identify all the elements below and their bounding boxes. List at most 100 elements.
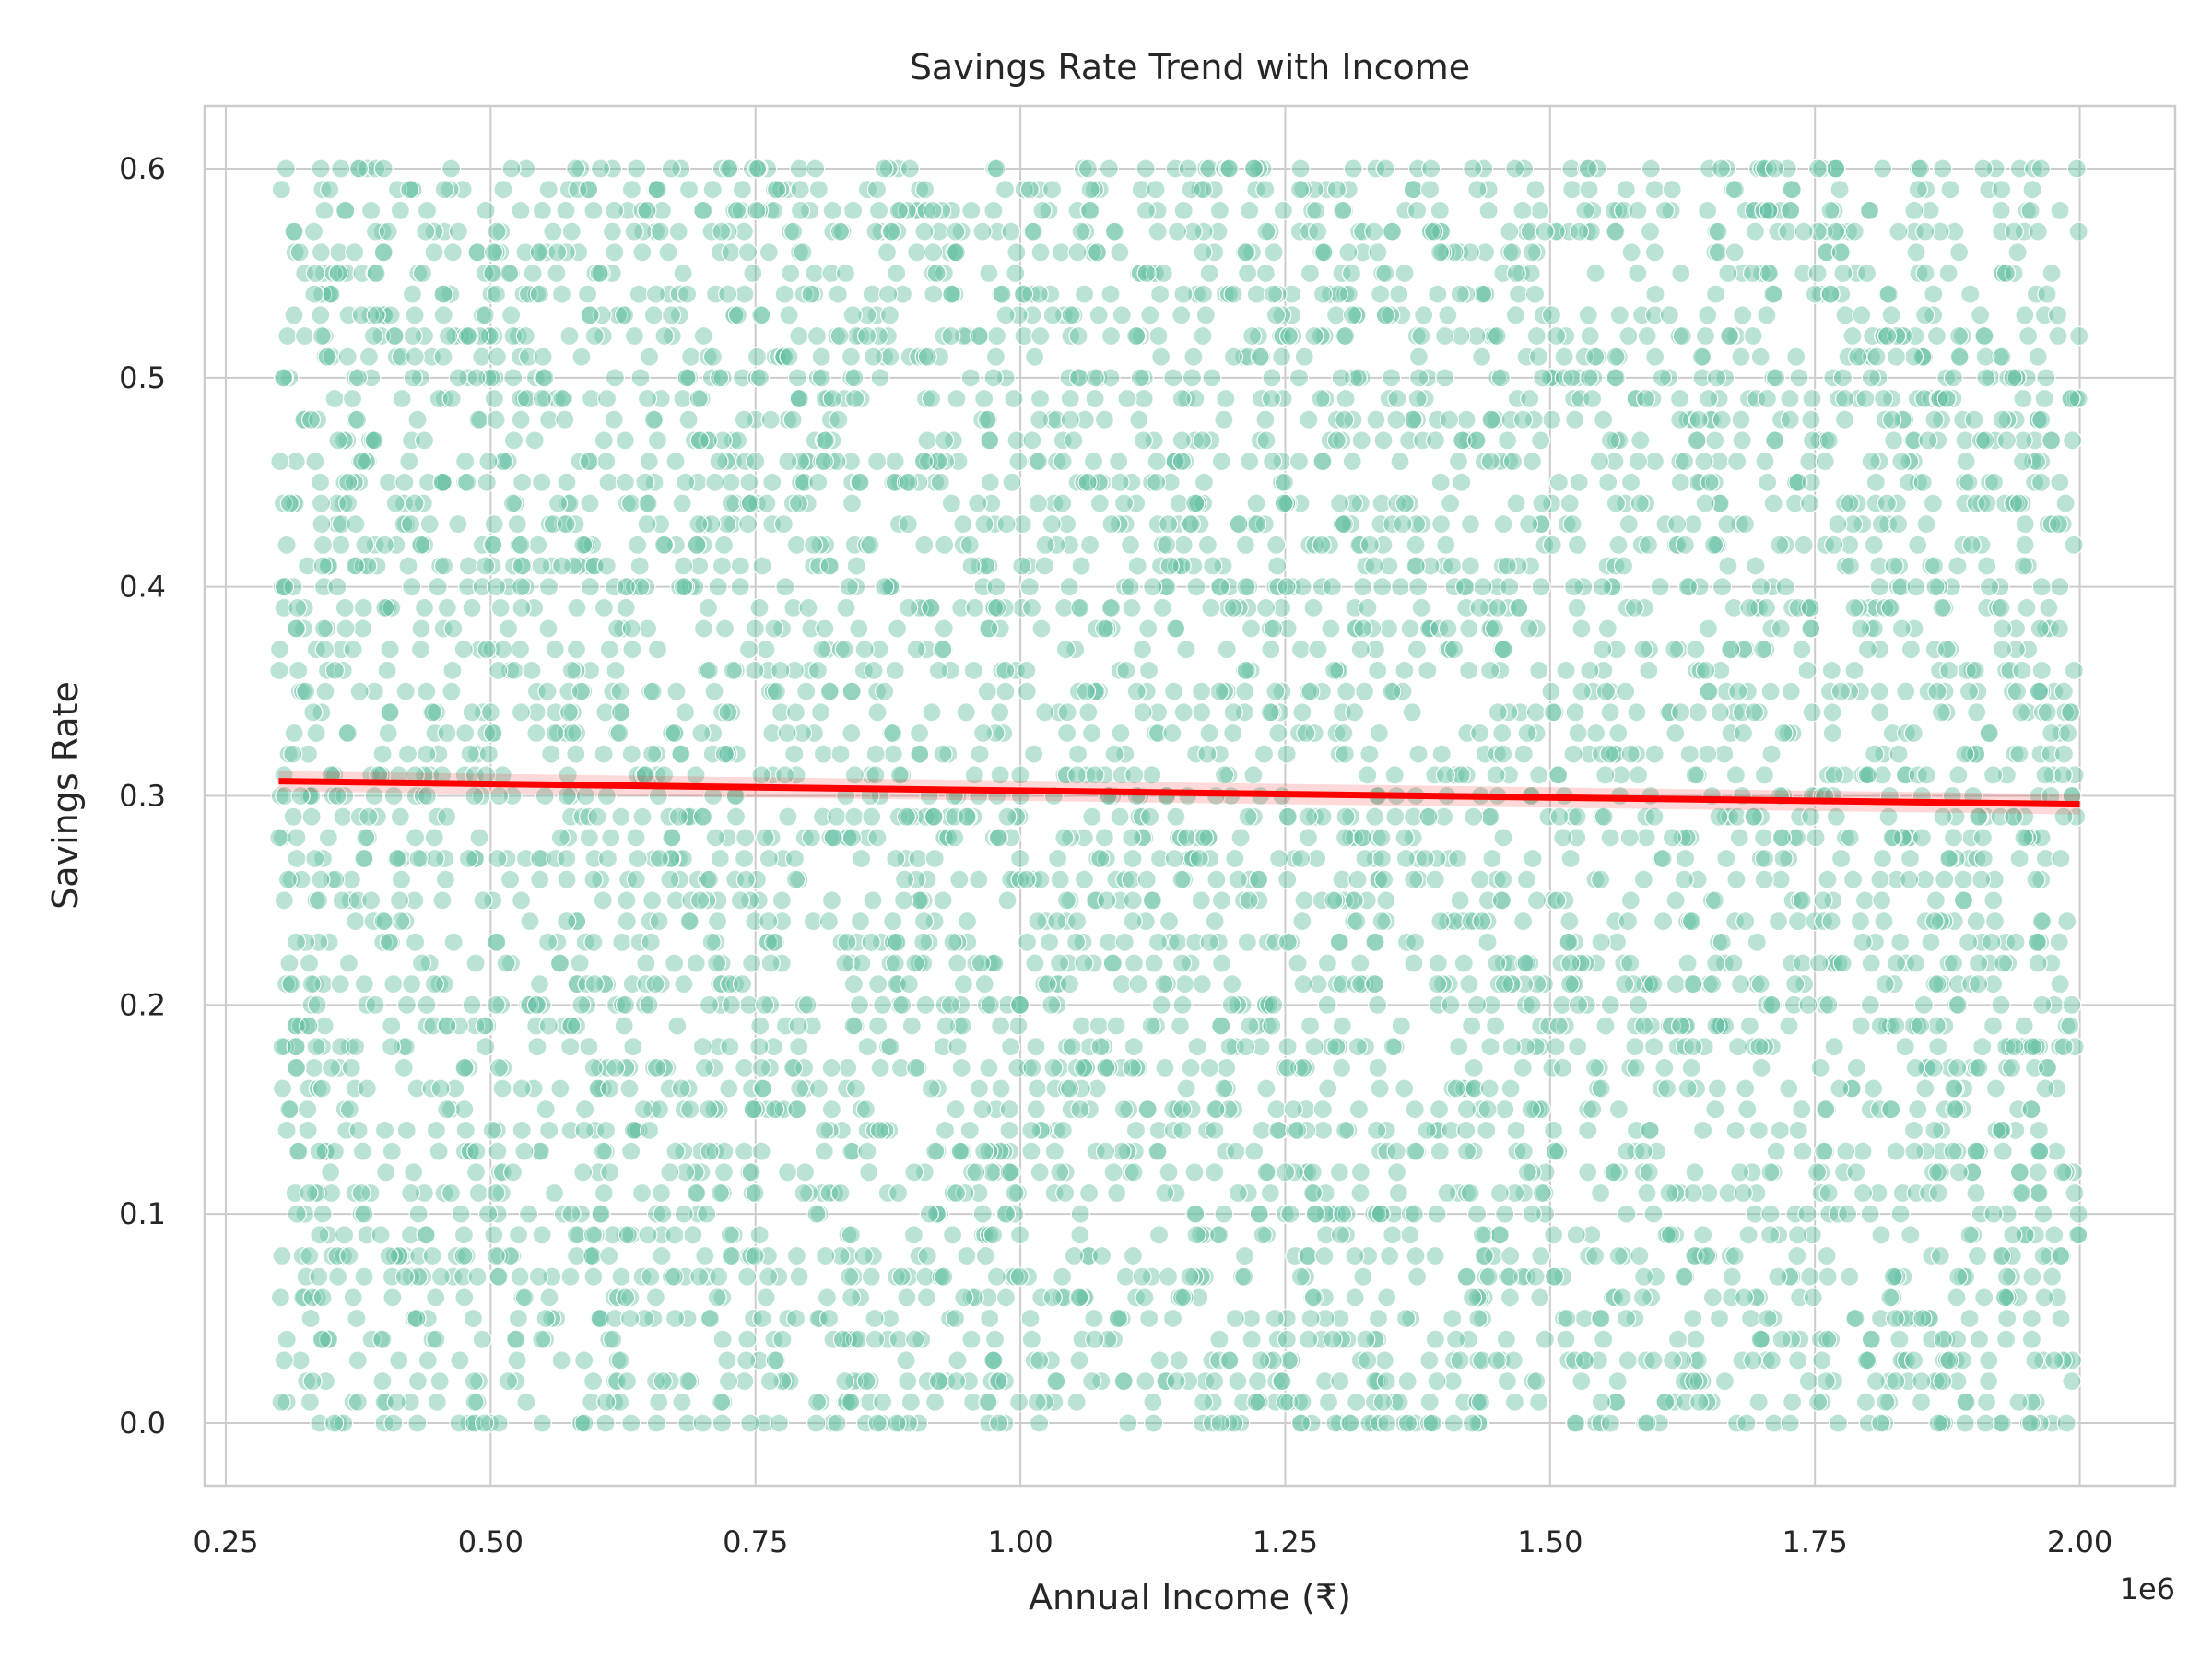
scatter-point xyxy=(1314,1245,1335,1266)
scatter-point xyxy=(1733,305,1753,325)
scatter-point xyxy=(406,932,426,952)
scatter-point xyxy=(590,159,611,179)
scatter-point xyxy=(957,806,977,827)
scatter-point xyxy=(647,180,667,200)
scatter-point xyxy=(1760,681,1781,701)
scatter-point xyxy=(417,681,437,701)
scatter-point xyxy=(1828,513,1848,535)
scatter-point xyxy=(1429,1100,1450,1120)
scatter-point xyxy=(898,597,919,618)
scatter-point xyxy=(638,1225,658,1245)
scatter-point xyxy=(905,1329,925,1349)
scatter-point xyxy=(838,1057,858,1078)
scatter-point xyxy=(405,347,425,367)
scatter-point xyxy=(1749,1037,1770,1057)
scatter-point xyxy=(710,1182,731,1204)
scatter-point xyxy=(356,828,376,848)
scatter-point xyxy=(2037,284,2057,304)
scatter-point xyxy=(1629,994,1649,1015)
scatter-point xyxy=(829,409,849,429)
scatter-point xyxy=(1633,640,1653,660)
scatter-point xyxy=(2037,702,2057,723)
scatter-point xyxy=(469,828,489,848)
scatter-point xyxy=(1199,723,1219,744)
scatter-point xyxy=(1333,200,1353,220)
scatter-point xyxy=(986,159,1006,179)
scatter-point xyxy=(1904,1141,1924,1161)
scatter-point xyxy=(1037,973,1057,994)
scatter-point xyxy=(947,388,967,409)
scatter-point xyxy=(1306,200,1326,220)
scatter-point xyxy=(1750,347,1771,367)
scatter-point xyxy=(752,556,772,576)
scatter-point xyxy=(1939,848,1959,869)
scatter-point xyxy=(1753,640,1773,660)
scatter-point xyxy=(2064,535,2084,555)
scatter-point xyxy=(699,994,720,1015)
scatter-point xyxy=(1497,1371,1518,1392)
scatter-point xyxy=(1359,535,1381,555)
scatter-point xyxy=(1548,472,1570,492)
scatter-point xyxy=(721,994,742,1015)
scatter-point xyxy=(806,1392,828,1412)
scatter-point xyxy=(306,723,326,744)
scatter-point xyxy=(321,1162,341,1182)
scatter-point xyxy=(1971,869,1992,889)
scatter-point xyxy=(1390,577,1411,597)
scatter-point xyxy=(417,994,437,1015)
scatter-point xyxy=(909,723,930,744)
scatter-point xyxy=(1418,806,1439,827)
scatter-point xyxy=(779,347,799,367)
scatter-point xyxy=(1110,472,1130,492)
scatter-point xyxy=(372,1371,393,1392)
scatter-point xyxy=(1169,493,1189,513)
scatter-point xyxy=(274,577,295,597)
scatter-point xyxy=(1644,180,1665,200)
scatter-point xyxy=(1021,1141,1041,1161)
scatter-point xyxy=(348,1120,369,1141)
scatter-point xyxy=(1228,1371,1248,1392)
scatter-point xyxy=(487,221,507,241)
scatter-point xyxy=(1074,1057,1094,1078)
scatter-point xyxy=(830,744,851,764)
scatter-point xyxy=(1226,1141,1246,1161)
scatter-point xyxy=(1771,1329,1792,1349)
scatter-point xyxy=(1095,1141,1116,1161)
scatter-point xyxy=(2042,1266,2063,1287)
scatter-point xyxy=(1061,305,1081,325)
scatter-point xyxy=(1617,1141,1637,1161)
scatter-point xyxy=(1230,1413,1251,1433)
scatter-point xyxy=(828,284,848,304)
scatter-point xyxy=(1225,848,1245,869)
scatter-point xyxy=(1136,869,1157,889)
scatter-point xyxy=(859,1162,879,1182)
scatter-point xyxy=(2050,200,2070,220)
scatter-point xyxy=(662,828,682,848)
scatter-point xyxy=(1490,368,1512,388)
scatter-point xyxy=(1235,1037,1256,1057)
scatter-point xyxy=(1971,305,1991,325)
scatter-point xyxy=(1700,472,1720,492)
scatter-point xyxy=(2053,1162,2073,1182)
scatter-point xyxy=(1300,1308,1321,1329)
scatter-point xyxy=(1873,388,1894,409)
scatter-point xyxy=(1912,1392,1932,1412)
scatter-point xyxy=(1460,1182,1480,1204)
scatter-point xyxy=(1806,828,1826,848)
scatter-point xyxy=(1261,388,1282,409)
scatter-point xyxy=(1041,994,1062,1015)
scatter-point xyxy=(762,472,782,492)
scatter-point xyxy=(411,535,431,555)
scatter-point xyxy=(1871,513,1891,535)
scatter-point xyxy=(1269,848,1289,869)
scatter-point xyxy=(880,1037,900,1057)
scatter-point xyxy=(782,409,803,429)
scatter-point xyxy=(1620,472,1641,492)
scatter-point xyxy=(1830,1078,1850,1099)
scatter-point xyxy=(312,1078,332,1099)
scatter-point xyxy=(1938,263,1959,284)
scatter-point xyxy=(1832,953,1853,973)
scatter-point xyxy=(2017,597,2037,618)
scatter-point xyxy=(2034,1288,2054,1308)
scatter-point xyxy=(1770,535,1790,555)
